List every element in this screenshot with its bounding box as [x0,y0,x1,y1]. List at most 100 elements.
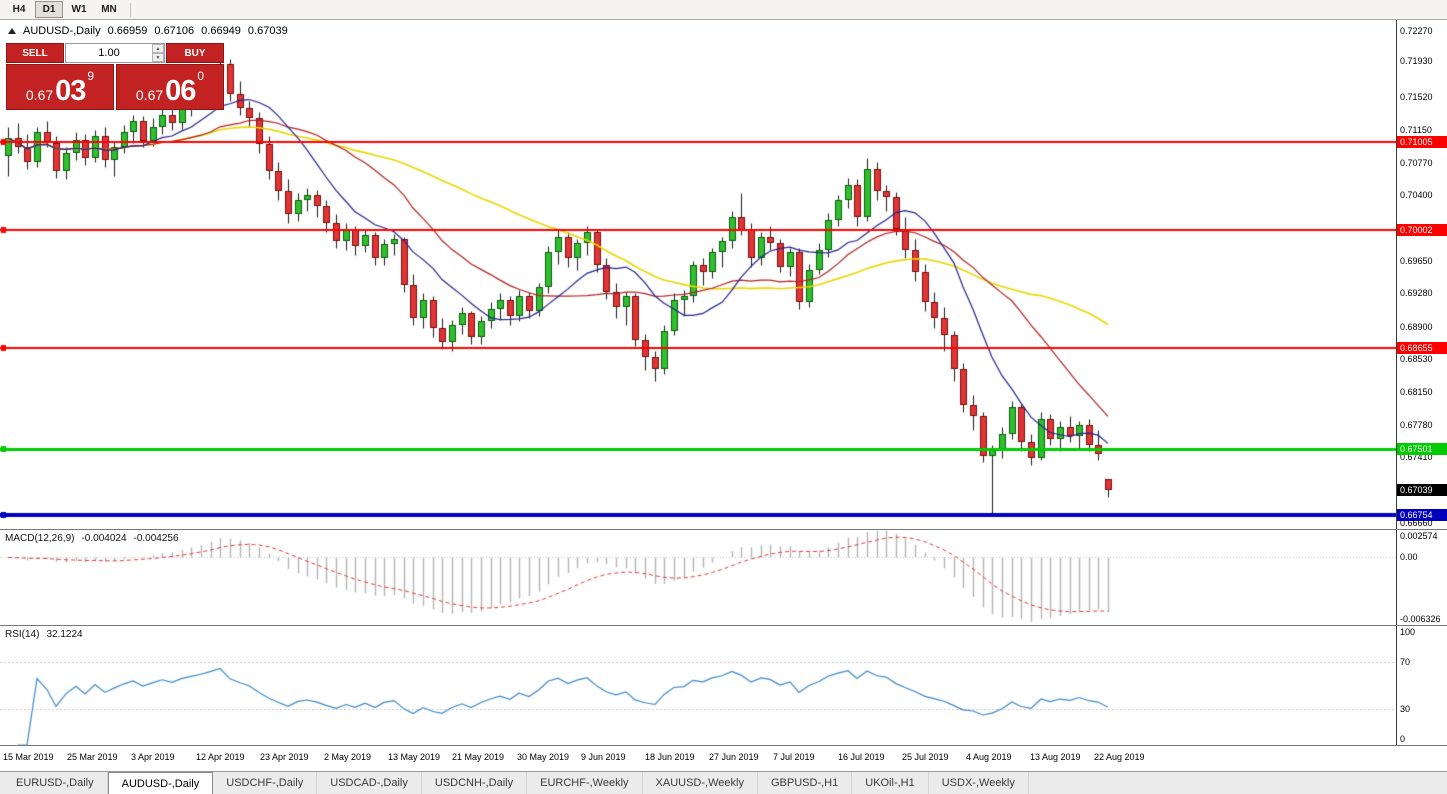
volume-stepper: ▲ ▼ [65,43,165,63]
date-axis-label: 23 Apr 2019 [260,752,309,762]
price-tag: 0.66754 [1397,509,1447,521]
price-axis-label: 0.68150 [1400,387,1433,398]
one-click-trade-panel: SELL ▲ ▼ BUY 0.67 03 9 [6,43,224,110]
date-axis-label: 30 May 2019 [517,752,570,762]
close-value: 0.67039 [247,25,288,37]
chart-window: AUDUSD-,Daily 0.66959 0.67106 0.66949 0.… [0,20,1447,771]
low-value: 0.66949 [201,25,241,37]
open-value: 0.66959 [107,25,148,37]
price-axis-label: 0.67780 [1400,419,1433,430]
date-axis-label: 27 Jun 2019 [709,752,759,762]
toolbar-separator [130,2,131,17]
macd-label: MACD(12,26,9) -0.004024 -0.004256 [5,533,179,544]
date-axis-label: 16 Jul 2019 [838,752,885,762]
rsi-value: 32.1224 [46,629,83,640]
timeframe-toolbar: H4 D1 W1 MN [0,0,1447,20]
symbol-label: AUDUSD-,Daily [23,25,101,37]
date-axis-label: 2 May 2019 [324,752,372,762]
timeframe-h4-button[interactable]: H4 [5,1,33,18]
price-tag: 0.67501 [1397,443,1447,455]
price-tag: 0.71005 [1397,136,1447,148]
rsi-title: RSI(14) [5,629,40,640]
date-axis-label: 13 Aug 2019 [1030,752,1081,762]
chart-tab-xauusd-weekly[interactable]: XAUUSD-,Weekly [643,772,758,794]
rsi-axis[interactable]: 100 70 30 0 [1396,626,1447,745]
macd-axis-label: 0.002574 [1400,531,1438,541]
date-axis-label: 3 Apr 2019 [131,752,175,762]
volume-up-icon[interactable]: ▲ [152,44,164,53]
date-axis-label: 13 May 2019 [388,752,441,762]
buy-button[interactable]: BUY [166,43,224,63]
chart-tab-usdcad-daily[interactable]: USDCAD-,Daily [317,772,422,794]
timeframe-d1-button[interactable]: D1 [35,1,63,18]
chart-tab-ukoil-h1[interactable]: UKOil-,H1 [852,772,929,794]
timeframe-group: H4 D1 W1 MN [5,1,123,18]
macd-chart[interactable] [0,530,1396,625]
macd-main-value: -0.004024 [81,533,127,544]
date-axis-label: 25 Mar 2019 [67,752,118,762]
ask-pips: 06 [165,75,196,107]
date-axis-label: 15 Mar 2019 [3,752,54,762]
price-axis-label: 0.71930 [1400,56,1433,67]
ask-prefix: 0.67 [135,87,164,103]
macd-title: MACD(12,26,9) [5,533,75,544]
price-axis-label: 0.72270 [1400,26,1433,37]
collapse-trade-panel-icon[interactable] [8,28,16,34]
date-axis-label: 22 Aug 2019 [1094,752,1145,762]
date-axis-label: 18 Jun 2019 [645,752,695,762]
rsi-axis-label: 0 [1400,734,1406,744]
price-axis-label: 0.66660 [1400,517,1433,528]
macd-panel: MACD(12,26,9) -0.004024 -0.004256 0.0025… [0,530,1447,626]
timeframe-w1-button[interactable]: W1 [65,1,93,18]
chart-tab-eurusd-daily[interactable]: EURUSD-,Daily [3,772,108,794]
rsi-chart[interactable] [0,626,1396,745]
price-axis-label: 0.68900 [1400,321,1433,332]
chart-tab-usdcnh-daily[interactable]: USDCNH-,Daily [422,772,528,794]
ohlc-info-line: AUDUSD-,Daily 0.66959 0.67106 0.66949 0.… [8,25,288,37]
bid-point: 9 [87,69,95,83]
candlestick-chart[interactable] [0,20,1396,529]
price-tag: 0.67039 [1397,484,1447,496]
high-value: 0.67106 [154,25,195,37]
price-tag: 0.70002 [1397,224,1447,236]
date-axis-label: 7 Jul 2019 [773,752,815,762]
price-axis-label: 0.68530 [1400,354,1433,365]
rsi-axis-label: 30 [1400,704,1411,715]
date-axis-label: 12 Apr 2019 [196,752,245,762]
price-axis-label: 0.70400 [1400,190,1433,201]
price-tag: 0.68655 [1397,342,1447,354]
date-axis-label: 4 Aug 2019 [966,752,1012,762]
rsi-axis-label: 100 [1400,627,1416,637]
bid-price-box[interactable]: 0.67 03 9 [6,64,114,110]
date-axis-label: 25 Jul 2019 [902,752,949,762]
price-axis-label: 0.69280 [1400,288,1433,299]
macd-axis[interactable]: 0.002574 0.00 -0.006326 [1396,530,1447,625]
price-axis-label: 0.70770 [1400,157,1433,168]
date-axis-label: 9 Jun 2019 [581,752,626,762]
volume-input[interactable] [66,47,164,59]
chart-tab-usdx-weekly[interactable]: USDX-,Weekly [929,772,1029,794]
ask-price-box[interactable]: 0.67 06 0 [116,64,224,110]
macd-axis-label: 0.00 [1400,552,1418,563]
chart-tab-bar: EURUSD-,Daily AUDUSD-,Daily USDCHF-,Daily U… [0,771,1447,794]
main-chart-panel: AUDUSD-,Daily 0.66959 0.67106 0.66949 0.… [0,20,1447,530]
volume-down-icon[interactable]: ▼ [152,53,164,62]
date-axis-label: 21 May 2019 [452,752,505,762]
date-axis[interactable]: 15 Mar 2019 25 Mar 2019 3 Apr 2019 12 Apr 2… [0,746,1447,771]
price-axis-label: 0.69650 [1400,255,1433,266]
chart-tab-gbpusd-h1[interactable]: GBPUSD-,H1 [758,772,853,794]
timeframe-mn-button[interactable]: MN [95,1,123,18]
price-axis[interactable]: 0.72270 0.71930 0.71520 0.71150 0.70770 0.704… [1396,20,1447,529]
chart-tab-eurchf-weekly[interactable]: EURCHF-,Weekly [527,772,643,794]
price-axis-label: 0.67410 [1400,452,1433,463]
macd-signal-value: -0.004256 [133,533,179,544]
macd-axis-label: -0.006326 [1400,614,1441,624]
volume-spin-buttons: ▲ ▼ [152,44,164,62]
chart-tab-usdchf-daily[interactable]: USDCHF-,Daily [213,772,318,794]
price-axis-label: 0.71520 [1400,92,1433,103]
ask-point: 0 [197,69,205,83]
chart-tab-audusd-daily[interactable]: AUDUSD-,Daily [107,772,214,794]
sell-button[interactable]: SELL [6,43,64,63]
rsi-label: RSI(14) 32.1224 [5,629,83,640]
